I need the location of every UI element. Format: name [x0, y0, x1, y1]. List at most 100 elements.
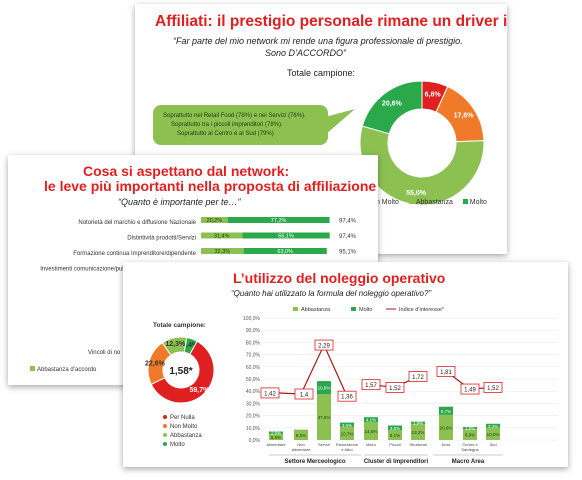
bar3-molto-label-8: 1,8% — [465, 426, 475, 431]
x-label-7-0: Nord — [442, 442, 451, 447]
x-label-8-0: Centro e — [462, 442, 478, 447]
x-label-4-0: Micro — [366, 442, 377, 447]
slide2-legend: Abbastanza d’accordo — [30, 366, 96, 373]
callout-line-3: Soprattutto al Centro e al Sud (79%) — [177, 131, 274, 137]
bar-molto-0 — [227, 217, 330, 223]
indice-label-8: 1,49 — [464, 388, 476, 394]
indice-box-8 — [460, 383, 480, 395]
indice-box-4 — [361, 379, 381, 391]
pie1-slice-label-3: 20,6% — [382, 101, 403, 108]
bar-abbastanza-1 — [201, 232, 243, 239]
bar-total-1: 97,4% — [339, 234, 357, 240]
indice-box-1 — [294, 388, 314, 400]
bar3-molto-label-0: 2,0% — [271, 431, 281, 436]
bar3-abbastanza-4 — [364, 422, 378, 440]
indice-box-2 — [314, 339, 334, 351]
slide2-title-line2: le leve più importanti nella proposta di… — [44, 178, 377, 194]
x-label-6-0: Strutturati — [409, 442, 426, 447]
bar3-abb-label-1: 8,5% — [296, 433, 306, 438]
legend3-label-1: Non Molto — [170, 424, 198, 430]
bar3-molto-label-6: 1,9% — [413, 421, 423, 426]
indice-box-3 — [337, 390, 357, 402]
callout-line-2: Soprattutto tra i piccoli imprenditori (… — [171, 122, 283, 128]
legend3-label-3: Molto — [170, 442, 185, 448]
bar3-abb-label-9: 10,0% — [487, 432, 500, 437]
callout-line-1: Soprattutto nel Retail Food (78%) e nei … — [163, 113, 306, 119]
bar3-molto-7 — [439, 406, 453, 415]
bar3-abbastanza-8 — [463, 429, 477, 440]
pie1-slice-2 — [359, 125, 485, 206]
legend-molto3: Molto — [359, 307, 372, 313]
bar3-molto-label-2: 10,8% — [318, 386, 331, 391]
donut-chart-noleggio: 5,4% 59,7% 22,6% 12,3% 1,58* — [145, 336, 215, 404]
bar3-abb-label-8: 8,9% — [465, 433, 475, 438]
indice-label-0: 1,42 — [264, 391, 276, 397]
x-label-3-0: Ristorazione — [336, 442, 359, 447]
combo-chart-noleggio: Abbastanza Molto Indice d’interesse* 0,0% 10… — [243, 307, 558, 465]
slide1-sample-label: Totale campione: — [287, 68, 356, 78]
indice-label-1: 1,4 — [300, 393, 309, 399]
bar3-molto-2 — [317, 381, 331, 395]
indice-line-0 — [275, 343, 348, 397]
legend-molto: Molto — [469, 199, 487, 206]
group-label-0: Settore Merceologico — [284, 459, 345, 465]
legend3-item-1: Non Molto — [163, 424, 202, 433]
vincoli-label: Vincoli di no — [88, 350, 121, 356]
row-label-3: Investimenti comunicazione/pubblicità a … — [40, 267, 197, 273]
bar3-abbastanza-7 — [439, 414, 453, 440]
pie1-slice-3 — [361, 80, 423, 135]
bar3-abb-label-0: 5,0% — [271, 435, 281, 440]
indice-box-9 — [483, 382, 503, 393]
bar3-molto-8 — [463, 426, 477, 430]
slide3-subtitle: “Quanto hai utilizzato la formula del no… — [231, 289, 432, 298]
bar3-abbastanza-1 — [294, 429, 308, 440]
indice-label-3: 1,36 — [341, 395, 353, 401]
bar-abbastanza-label-1: 31,4% — [214, 234, 230, 240]
slide3-title: L’utilizzo del noleggio operativo — [233, 270, 446, 286]
bar3-molto-label-9: 3,3% — [488, 424, 498, 429]
legend3-item-0: Per Nulla — [163, 415, 202, 424]
bar3-abbastanza-9 — [486, 427, 500, 440]
row-label-1: Distintività prodotti/Servizi — [127, 236, 196, 242]
callout-box: Soprattutto nel Retail Food (78%) e nei … — [153, 105, 328, 145]
bar3-molto-label-4: 4,1% — [366, 418, 376, 423]
bar-molto-2 — [243, 248, 327, 254]
bar3-molto-label-5: 3,8% — [390, 426, 400, 431]
x-label-2-0: Servizi — [318, 442, 330, 447]
row-label-0: Notorietà del marchio e diffusione Nazio… — [78, 220, 196, 226]
x-label-1-1: alimentare — [292, 447, 311, 452]
bar3-abb-label-5: 8,1% — [390, 433, 400, 438]
bar3-molto-5 — [388, 425, 402, 431]
y-tick-4: 40,0% — [246, 389, 261, 395]
group-label-2: Macro Area — [452, 459, 485, 465]
slide1-subtitle-line2: Sono D’ACCORDO” — [265, 48, 347, 58]
x-label-9-0: Sud — [489, 442, 496, 447]
bar-molto-label-0: 77,2% — [271, 218, 287, 224]
indice-label-2: 2,29 — [318, 344, 330, 350]
pie3-slice-1 — [150, 340, 215, 404]
y-tick-2: 20,0% — [246, 414, 261, 420]
legend3-dot-2 — [163, 433, 167, 437]
bar3-abbastanza-5 — [388, 430, 402, 440]
legend3-item-3: Molto — [163, 442, 202, 451]
y-tick-10: 100,0% — [243, 316, 261, 322]
bar3-molto-4 — [364, 417, 378, 423]
x-label-8-1: Sardegna — [461, 447, 479, 452]
bar3-molto-9 — [486, 423, 500, 428]
legend-swatch-abbastanza — [408, 199, 414, 204]
bar3-abb-label-3: 10,7% — [341, 431, 354, 436]
indice-label-6: 1,72 — [412, 375, 424, 381]
y-tick-9: 90,0% — [246, 328, 261, 334]
legend-abbastanza3: Abbastanza — [301, 307, 331, 313]
x-label-0-0: Alimentare — [266, 442, 286, 447]
bar-molto-1 — [242, 232, 330, 239]
bar-total-2: 95,1% — [339, 250, 357, 256]
bar3-abb-label-7: 20,6% — [440, 425, 453, 430]
bar3-molto-label-3: 3,6% — [342, 423, 352, 428]
slide2-title-line1: Cosa si aspettano dal network: — [83, 163, 290, 179]
bar-abbastanza-0 — [201, 217, 228, 223]
y-tick-5: 50,0% — [246, 377, 261, 383]
y-tick-3: 30,0% — [246, 401, 261, 407]
indice-box-0 — [260, 387, 280, 399]
pie3-slice-label-2: 22,6% — [145, 360, 166, 367]
